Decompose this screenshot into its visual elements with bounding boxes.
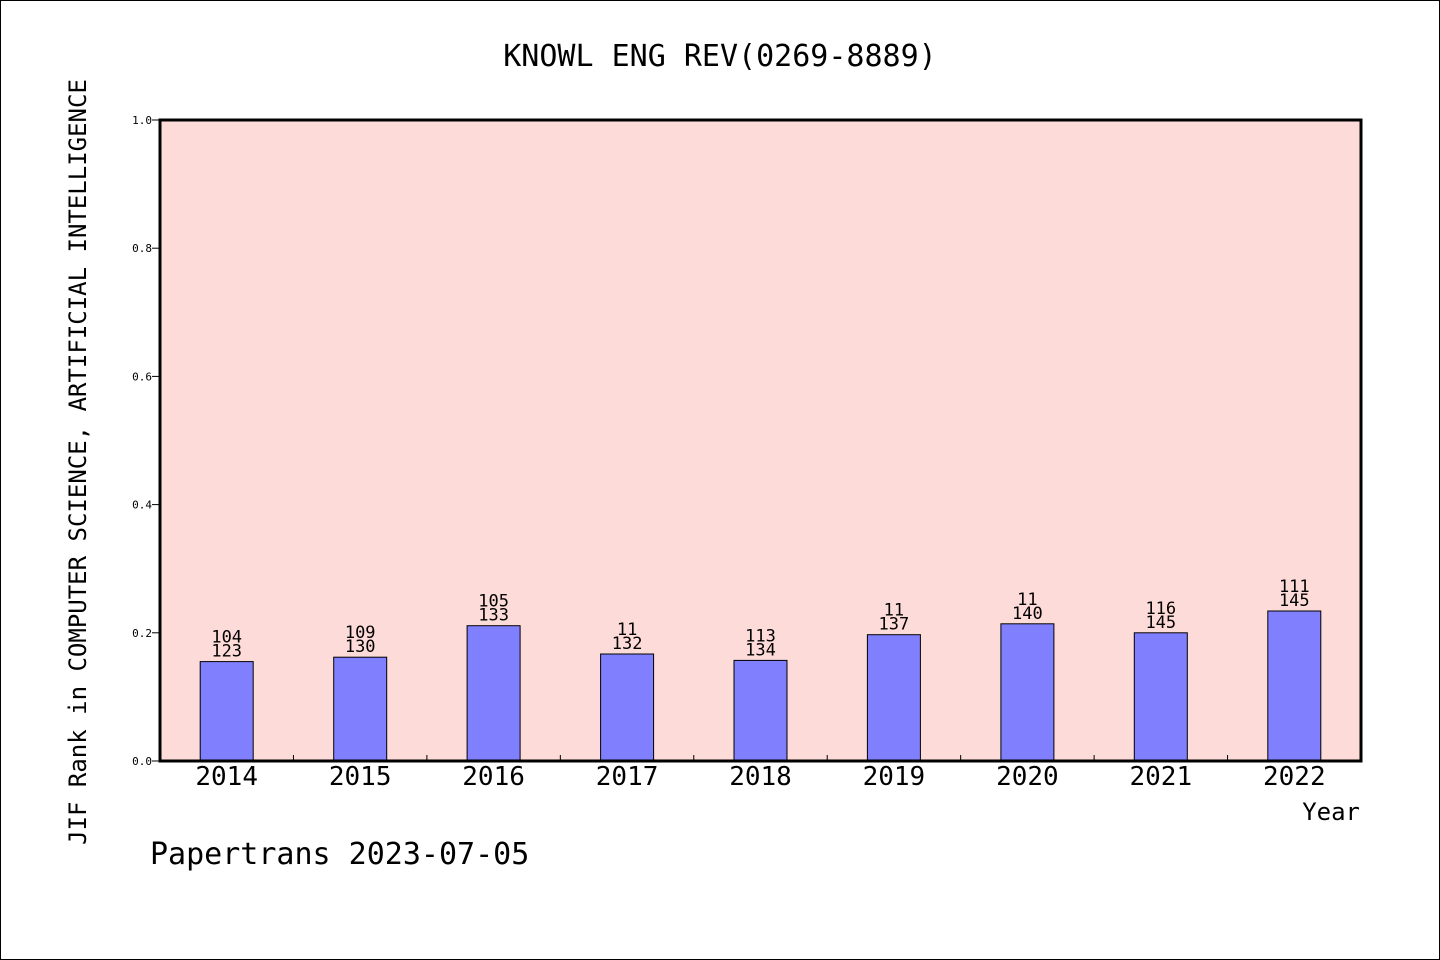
bar-label-top-2016: 105 [478,592,509,612]
x-tick-label-2021: 2021 [1129,762,1192,792]
x-tick-label-2018: 2018 [729,762,792,792]
y-tick-label: 1.0 [132,114,152,127]
bar-2020 [1000,623,1055,762]
bar-label-top-2022: 111 [1279,577,1310,597]
bar-label-bottom-2020: 140 [1012,604,1043,624]
bar-2022 [1267,610,1322,762]
chart-title: KNOWL ENG REV(0269-8889) [503,39,936,74]
bar-2019 [866,634,921,762]
bar-label-top-2019: 11 [884,601,904,621]
y-axis: 0.0 0.2 0.4 0.6 0.8 1.0 [132,114,160,768]
bar-label-bottom-2017: 132 [612,634,643,654]
y-tick-label: 0.6 [132,370,152,383]
bar-label-bottom-2018: 134 [745,640,776,660]
bar-label-bottom-2015: 130 [345,637,376,657]
x-tick-label-2019: 2019 [863,762,926,792]
x-tick-label-2017: 2017 [596,762,659,792]
bar-2015 [333,656,388,762]
bar-label-top-2021: 116 [1145,599,1176,619]
y-tick-label: 0.2 [132,627,152,640]
bar-label-bottom-2021: 145 [1145,613,1176,633]
bar-label-bottom-2022: 145 [1279,591,1310,611]
plot-border [158,118,1363,763]
bar-label-top-2015: 109 [345,623,376,643]
bar-2018 [733,659,788,762]
x-tick-label-2020: 2020 [996,762,1059,792]
bar-label-bottom-2016: 133 [478,606,509,626]
bar-label-top-2014: 104 [211,628,242,648]
x-tick-label-2015: 2015 [329,762,392,792]
y-tick-label: 0.4 [132,499,152,512]
bars-group [199,610,1322,762]
x-tick-label-2014: 2014 [195,762,258,792]
bar-label-bottom-2014: 123 [211,642,242,662]
bar-label-top-2020: 11 [1017,590,1037,610]
bar-label-bottom-2019: 137 [879,615,910,635]
x-axis: 2014 2015 2016 2017 2018 2019 2020 2021 2022 [195,755,1326,792]
x-tick-label-2022: 2022 [1263,762,1326,792]
y-tick-label: 0.0 [132,755,152,768]
x-tick-label-2016: 2016 [462,762,525,792]
bar-label-top-2018: 113 [745,626,776,646]
bar-2014 [199,661,254,762]
footer-text: Papertrans 2023-07-05 [150,837,529,872]
y-tick-label: 0.8 [132,242,152,255]
bar-2017 [600,653,655,762]
x-axis-label: Year [1302,798,1360,826]
bar-2021 [1133,632,1188,762]
y-axis-label: JIF Rank in COMPUTER SCIENCE, ARTIFICIAL… [64,79,92,845]
bar-label-top-2017: 11 [617,620,637,640]
bar-2016 [466,625,521,762]
